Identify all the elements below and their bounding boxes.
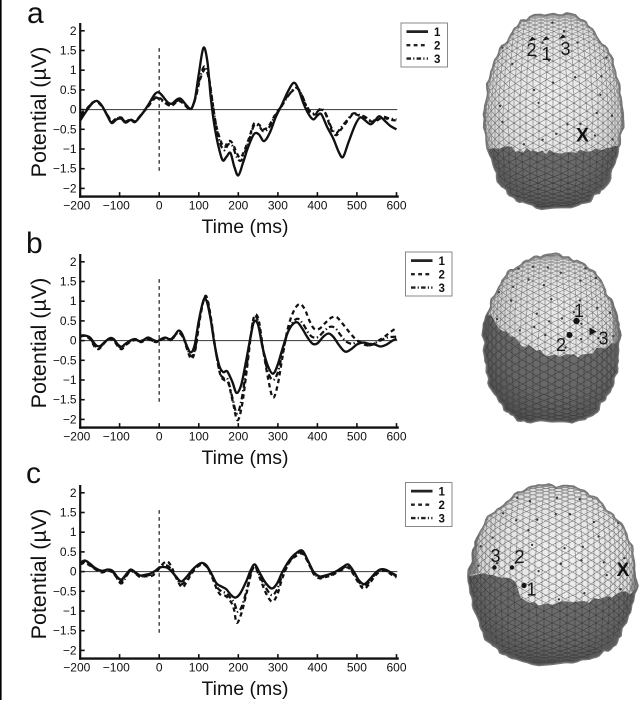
svg-text:0: 0 xyxy=(156,199,163,213)
svg-text:0.5: 0.5 xyxy=(60,545,77,559)
svg-text:500: 500 xyxy=(347,661,367,675)
svg-text:1.5: 1.5 xyxy=(60,44,77,58)
svg-text:Time (ms): Time (ms) xyxy=(201,678,288,700)
svg-text:−2: −2 xyxy=(63,412,77,426)
svg-text:0.5: 0.5 xyxy=(60,314,77,328)
svg-text:Potential (µV): Potential (µV) xyxy=(27,278,51,409)
svg-text:300: 300 xyxy=(268,661,288,675)
svg-text:−200: −200 xyxy=(63,430,90,444)
svg-text:−2: −2 xyxy=(63,643,77,657)
svg-text:0: 0 xyxy=(70,334,77,348)
svg-text:2: 2 xyxy=(70,486,77,500)
svg-text:600: 600 xyxy=(386,199,406,213)
svg-text:1: 1 xyxy=(434,27,441,39)
svg-text:0: 0 xyxy=(156,661,163,675)
svg-text:200: 200 xyxy=(228,661,248,675)
svg-text:200: 200 xyxy=(228,430,248,444)
svg-text:−2: −2 xyxy=(63,181,77,195)
svg-text:600: 600 xyxy=(386,661,406,675)
svg-text:c: c xyxy=(26,457,41,490)
svg-text:2: 2 xyxy=(70,255,77,269)
svg-text:300: 300 xyxy=(268,430,288,444)
svg-text:100: 100 xyxy=(189,661,209,675)
svg-text:Potential (µV): Potential (µV) xyxy=(27,509,51,640)
svg-text:1: 1 xyxy=(541,44,551,64)
svg-text:1.5: 1.5 xyxy=(60,506,77,520)
svg-text:300: 300 xyxy=(268,199,288,213)
svg-text:1: 1 xyxy=(70,294,77,308)
svg-text:1: 1 xyxy=(439,256,446,268)
svg-text:−1: −1 xyxy=(63,142,77,156)
svg-text:−100: −100 xyxy=(103,430,130,444)
svg-text:500: 500 xyxy=(347,199,367,213)
svg-text:1: 1 xyxy=(70,525,77,539)
svg-text:0: 0 xyxy=(70,565,77,579)
svg-text:2: 2 xyxy=(439,500,445,512)
svg-text:a: a xyxy=(27,0,44,30)
svg-text:−1: −1 xyxy=(63,604,77,618)
svg-text:−1: −1 xyxy=(63,373,77,387)
svg-text:−1.5: −1.5 xyxy=(53,393,77,407)
svg-text:1: 1 xyxy=(439,486,446,498)
svg-text:400: 400 xyxy=(307,430,327,444)
svg-text:400: 400 xyxy=(307,661,327,675)
svg-text:2: 2 xyxy=(70,24,77,38)
svg-text:−100: −100 xyxy=(103,661,130,675)
svg-text:−200: −200 xyxy=(63,199,90,213)
svg-text:2: 2 xyxy=(556,335,566,355)
svg-text:1: 1 xyxy=(526,580,536,600)
svg-text:1: 1 xyxy=(574,301,584,321)
svg-text:Time (ms): Time (ms) xyxy=(201,216,288,238)
svg-text:600: 600 xyxy=(386,430,406,444)
svg-text:Time (ms): Time (ms) xyxy=(201,447,288,469)
svg-text:−0.5: −0.5 xyxy=(53,353,77,367)
svg-text:−200: −200 xyxy=(63,661,90,675)
svg-text:1: 1 xyxy=(70,63,77,77)
svg-text:500: 500 xyxy=(347,430,367,444)
svg-text:3: 3 xyxy=(439,513,445,525)
svg-text:2: 2 xyxy=(526,40,536,60)
svg-text:3: 3 xyxy=(439,283,445,295)
svg-text:b: b xyxy=(26,227,43,260)
svg-text:400: 400 xyxy=(307,199,327,213)
svg-text:2: 2 xyxy=(439,269,445,281)
svg-text:−1.5: −1.5 xyxy=(53,624,77,638)
svg-text:2: 2 xyxy=(434,40,440,52)
svg-text:200: 200 xyxy=(228,199,248,213)
svg-text:3: 3 xyxy=(434,54,440,66)
svg-text:0.5: 0.5 xyxy=(60,83,77,97)
svg-text:100: 100 xyxy=(189,430,209,444)
svg-text:0: 0 xyxy=(156,430,163,444)
svg-text:1.5: 1.5 xyxy=(60,275,77,289)
svg-text:3: 3 xyxy=(598,329,608,349)
svg-text:3: 3 xyxy=(560,39,570,59)
svg-text:−0.5: −0.5 xyxy=(53,122,77,136)
svg-text:Potential (µV): Potential (µV) xyxy=(27,47,51,178)
svg-text:2: 2 xyxy=(514,547,524,567)
svg-text:−1.5: −1.5 xyxy=(53,162,77,176)
svg-text:X: X xyxy=(617,560,630,581)
svg-text:0: 0 xyxy=(70,103,77,117)
svg-text:−0.5: −0.5 xyxy=(53,584,77,598)
svg-text:X: X xyxy=(576,126,589,147)
svg-text:−100: −100 xyxy=(103,199,130,213)
svg-text:100: 100 xyxy=(189,199,209,213)
svg-text:3: 3 xyxy=(490,546,500,566)
